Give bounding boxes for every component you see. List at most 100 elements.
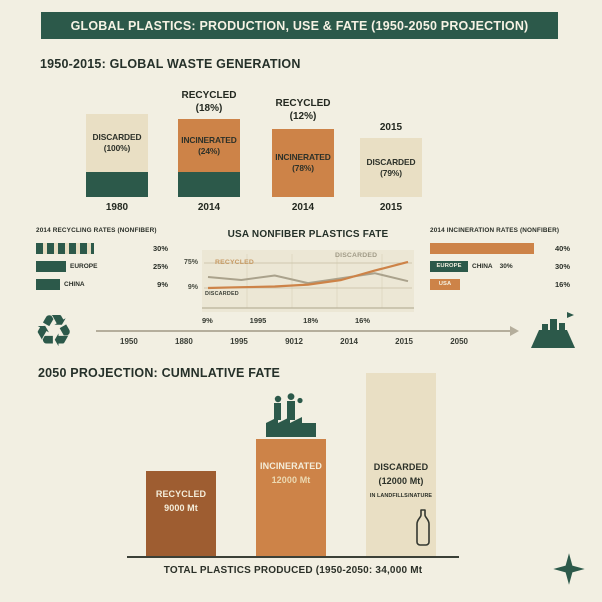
- waste-section-title: 1950-2015: GLOBAL WASTE GENERATION: [40, 57, 301, 71]
- x-tick-label: 16%: [354, 316, 370, 325]
- recycling-row-world: 30%: [36, 242, 168, 254]
- bar-label: RECYCLED: [155, 489, 207, 499]
- recycling-bar-world: [36, 242, 94, 254]
- segment-label: INCINERATED: [181, 134, 237, 145]
- usa-chart-x-labels: 9% 1995 18% 16%: [202, 316, 370, 325]
- waste-axis-label-2014a: 2014: [197, 202, 221, 213]
- total-produced-label: TOTAL PLASTICS PRODUCED (1950-2050: 34,0…: [163, 565, 423, 576]
- bar-2014a-base-segment: [178, 172, 240, 197]
- segment-label: DISCARDED: [366, 156, 416, 167]
- projection-bar-incinerated: INCINERATED 12000 Mt: [256, 439, 326, 557]
- bar-1980-discarded-segment: DISCARDED (100%): [86, 114, 148, 172]
- bar-2015-top-label: 2015: [356, 122, 426, 135]
- top-label-line: (18%): [195, 102, 223, 114]
- bar-inner-label: EUROPE: [436, 263, 462, 269]
- bar-label: INCINERATED: [260, 461, 322, 471]
- recycling-rates-panel: 2014 RECYCLING RATES (NONFIBER) 30% EURO…: [36, 227, 168, 296]
- bar-2014a-incinerated-segment: INCINERATED (24%): [178, 119, 240, 172]
- bar-1980-base-segment: [86, 172, 148, 197]
- incineration-bar-world: [430, 242, 534, 254]
- usa-chart-title: USA NONFIBER PLASTICS FATE: [227, 229, 389, 240]
- recycling-label: EUROPE: [70, 262, 98, 270]
- incineration-row-usa: USA 16%: [430, 278, 570, 290]
- timeline-year: 9012: [285, 337, 303, 346]
- recycling-rates-title: 2014 RECYCLING RATES (NONFIBER): [36, 227, 157, 234]
- bar-value: 9000 Mt: [164, 502, 198, 513]
- incineration-value: 16%: [554, 279, 570, 289]
- recycled-line-label: RECYCLED: [215, 259, 254, 266]
- timeline-year: 1880: [175, 337, 193, 346]
- star-logo-icon: [553, 553, 585, 585]
- usa-fate-chart-svg: [202, 250, 414, 312]
- bar-sublabel: IN LANDFILLS/NATURE: [369, 492, 433, 499]
- recycled-line-series: [207, 272, 409, 285]
- incineration-rates-title: 2014 INCINERATION RATES (NONFIBER): [430, 227, 560, 234]
- discarded-line-series: [207, 260, 409, 290]
- factory-icon: [266, 393, 316, 437]
- incineration-bar-usa: USA: [430, 278, 460, 290]
- timeline-year: 2014: [340, 337, 358, 346]
- incineration-rates-panel: 2014 INCINERATION RATES (NONFIBER) 40% E…: [430, 227, 570, 296]
- top-label-line: RECYCLED: [275, 98, 331, 109]
- timeline-year: 2050: [450, 337, 468, 346]
- incineration-bar-europe: EUROPE: [430, 260, 468, 272]
- recycling-bar-china: [36, 278, 60, 290]
- bottle-icon: [416, 509, 430, 546]
- projection-section-title: 2050 PROJECTION: CUMNLATIVE FATE: [38, 366, 281, 380]
- segment-value: (24%): [198, 145, 220, 156]
- segment-value: (79%): [380, 167, 402, 178]
- landfill-icon: [531, 312, 575, 348]
- bar-value: (12000 Mt): [378, 475, 424, 486]
- x-tick-label: 18%: [303, 316, 319, 325]
- x-tick-label: 9%: [202, 316, 213, 325]
- waste-axis-label-2014b: 2014: [291, 202, 315, 213]
- projection-bar-recycled: RECYCLED 9000 Mt: [146, 471, 216, 557]
- bar-2014b-incinerated-segment: INCINERATED (78%): [272, 129, 334, 197]
- y-axis-label-bottom: 9%: [187, 284, 198, 291]
- x-tick-label: 1995: [249, 316, 267, 325]
- segment-value: (78%): [292, 163, 314, 173]
- incineration-value: 40%: [554, 243, 570, 253]
- chart-plot-area: [202, 250, 414, 312]
- incineration-row-europe-china: EUROPE CHINA 30% 30%: [430, 260, 570, 272]
- incineration-mid-value: 30%: [499, 262, 513, 270]
- incineration-label-china: CHINA: [472, 262, 493, 270]
- recycling-row-europe: EUROPE 25%: [36, 260, 168, 272]
- top-label-line: 2015: [379, 122, 403, 133]
- incineration-row-world: 40%: [430, 242, 570, 254]
- projection-bar-discarded: DISCARDED (12000 Mt) IN LANDFILLS/NATURE: [366, 373, 436, 557]
- recycling-label: CHINA: [64, 280, 85, 288]
- bar-label: DISCARDED: [373, 462, 429, 472]
- waste-axis-label-2015: 2015: [379, 202, 403, 213]
- usa-fate-chart: RECYCLED DISCARDED DISCARDED: [202, 250, 414, 312]
- top-label-line: (12%): [289, 110, 317, 122]
- recycling-bar-europe: [36, 260, 66, 272]
- incineration-value: 30%: [554, 261, 570, 271]
- recycling-value: 30%: [152, 243, 168, 253]
- timeline-line: [96, 326, 519, 336]
- segment-value: (100%): [103, 143, 131, 153]
- timeline-year: 1995: [230, 337, 248, 346]
- bar-2015-discarded-segment: DISCARDED (79%): [360, 138, 422, 197]
- recycle-icon: ♻: [34, 307, 74, 356]
- segment-label: DISCARDED: [92, 132, 142, 143]
- recycling-value: 25%: [152, 261, 168, 271]
- bar-inner-label: USA: [438, 281, 452, 287]
- page-title: GLOBAL PLASTICS: PRODUCTION, USE & FATE …: [70, 18, 529, 33]
- projection-axis-line: [127, 556, 459, 558]
- top-label-line: RECYCLED: [181, 90, 237, 101]
- discarded-line-label: DISCARDED: [335, 252, 378, 259]
- bar-value: 12000 Mt: [271, 474, 311, 485]
- discarded-start-label: DISCARDED: [205, 291, 239, 297]
- segment-label: INCINERATED: [275, 152, 331, 163]
- timeline-year: 2015: [395, 337, 413, 346]
- timeline-year: 1950: [120, 337, 138, 346]
- y-axis-label-top: 75%: [183, 259, 198, 266]
- bar-2014b-top-label: RECYCLED (12%): [266, 98, 340, 123]
- waste-axis-label-1980: 1980: [105, 202, 129, 213]
- recycling-row-china: CHINA 9%: [36, 278, 168, 290]
- header-banner: GLOBAL PLASTICS: PRODUCTION, USE & FATE …: [41, 12, 558, 39]
- timeline-labels: 1950 1880 1995 9012 2014 2015 2050: [120, 337, 468, 346]
- bar-2014a-top-label: RECYCLED (18%): [172, 90, 246, 115]
